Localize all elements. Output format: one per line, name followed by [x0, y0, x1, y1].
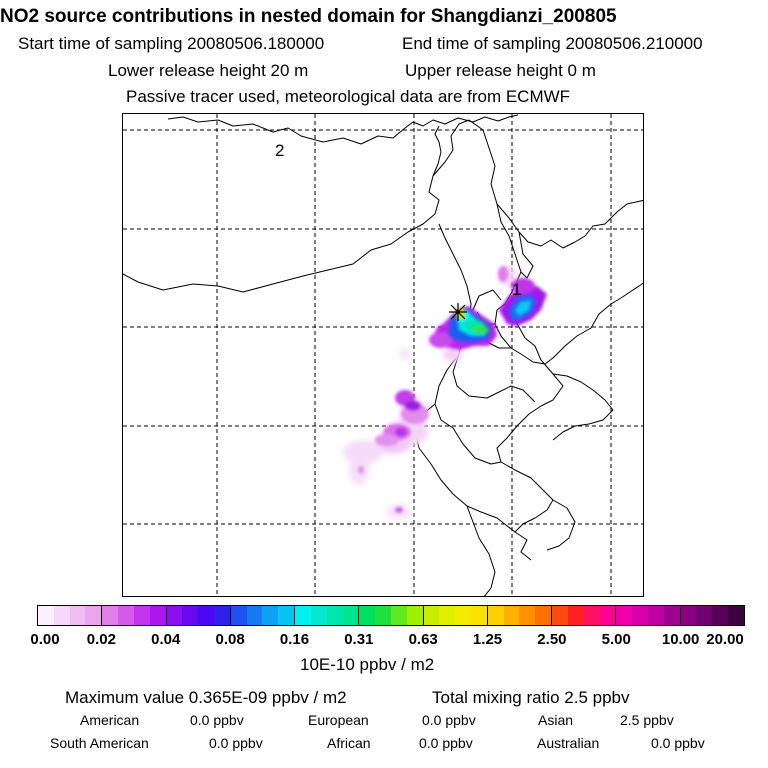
colorbar-swatch — [262, 606, 279, 625]
colorbar-tick-label: 5.00 — [601, 631, 631, 648]
colorbar-swatch — [118, 606, 134, 625]
map-label-2: 2 — [275, 141, 284, 160]
colorbar-tick-label: 0.02 — [86, 631, 116, 648]
region-value: 0.0 ppbv — [422, 712, 476, 728]
colorbar-swatch — [439, 606, 456, 625]
colorbar-swatch — [149, 606, 166, 625]
region-value: 0.0 ppbv — [190, 712, 244, 728]
colorbar-tick-label: 20.00 — [706, 631, 744, 648]
region-name: Australian — [537, 735, 600, 751]
concentration-plumes — [343, 266, 547, 520]
colorbar — [37, 605, 745, 626]
receptor-star-icon — [449, 303, 467, 321]
colorbar-tick-label: 2.50 — [537, 631, 567, 648]
region-value: 0.0 ppbv — [419, 735, 473, 751]
colorbar-segment — [552, 606, 617, 625]
colorbar-units: 10E-10 ppbv / m2 — [300, 655, 435, 674]
max-value: Maximum value 0.365E-09 ppbv / m2 — [65, 688, 347, 707]
colorbar-swatch — [616, 606, 633, 625]
colorbar-segment — [166, 606, 231, 625]
colorbar-swatch — [487, 606, 504, 625]
colorbar-swatch — [342, 606, 359, 625]
region-name: South American — [50, 735, 149, 751]
colorbar-swatch — [390, 606, 407, 625]
colorbar-swatch — [648, 606, 664, 625]
colorbar-swatch — [102, 606, 119, 625]
colorbar-swatch — [295, 606, 311, 625]
region-name: European — [308, 712, 369, 728]
colorbar-segment — [230, 606, 296, 625]
colorbar-swatch — [567, 606, 584, 625]
colorbar-swatch — [712, 606, 729, 625]
colorbar-swatch — [85, 606, 102, 625]
colorbar-tick-label: 0.16 — [279, 631, 310, 648]
colorbar-swatch — [535, 606, 552, 625]
region-value: 0.0 ppbv — [651, 735, 705, 751]
colorbar-swatch — [198, 606, 214, 625]
colorbar-swatch — [53, 606, 70, 625]
borders-coastlines — [123, 114, 643, 596]
colorbar-swatch — [599, 606, 616, 625]
colorbar-swatch — [680, 606, 697, 625]
region-name: African — [327, 735, 371, 751]
colorbar-swatch — [696, 606, 713, 625]
colorbar-tick-label: 1.25 — [472, 631, 503, 648]
colorbar-swatch — [519, 606, 536, 625]
colorbar-swatch — [133, 606, 150, 625]
colorbar-swatch — [552, 606, 568, 625]
colorbar-swatch — [213, 606, 230, 625]
region-name: Asian — [538, 712, 574, 728]
start-time: Start time of sampling 20080506.180000 — [18, 34, 325, 53]
tracer-note: Passive tracer used, meteorological data… — [126, 87, 571, 106]
lower-release-height: Lower release height 20 m — [108, 61, 309, 80]
colorbar-swatch — [583, 606, 600, 625]
colorbar-tick-label: 0.04 — [151, 631, 181, 648]
colorbar-swatch — [326, 606, 343, 625]
region-value: 0.0 ppbv — [209, 735, 263, 751]
colorbar-segment — [295, 606, 360, 625]
colorbar-swatch — [246, 606, 263, 625]
colorbar-swatch — [503, 606, 520, 625]
colorbar-swatch — [38, 606, 54, 625]
end-time: End time of sampling 20080506.210000 — [402, 34, 703, 53]
colorbar-swatch — [278, 606, 295, 625]
colorbar-segment — [680, 606, 744, 625]
colorbar-swatch — [69, 606, 86, 625]
total-mixing-ratio: Total mixing ratio 2.5 ppbv — [432, 688, 630, 707]
colorbar-tick-label: 10.00 — [661, 631, 700, 648]
colorbar-segment — [487, 606, 553, 625]
colorbar-swatch — [230, 606, 247, 625]
upper-release-height: Upper release height 0 m — [405, 61, 596, 80]
colorbar-segment — [102, 606, 167, 625]
lat-lon-grid — [123, 114, 643, 596]
colorbar-segment — [616, 606, 681, 625]
colorbar-segment — [359, 606, 424, 625]
colorbar-swatch — [166, 606, 183, 625]
plot-title: NO2 source contributions in nested domai… — [0, 6, 617, 27]
colorbar-swatch — [310, 606, 327, 625]
map-label-1: 1 — [512, 280, 521, 299]
colorbar-swatch — [182, 606, 199, 625]
colorbar-segment — [38, 606, 103, 625]
colorbar-swatch — [375, 606, 391, 625]
colorbar-tick-label: 0.31 — [344, 631, 374, 648]
colorbar-swatch — [632, 606, 649, 625]
colorbar-segment — [423, 606, 488, 625]
colorbar-swatch — [728, 606, 744, 625]
colorbar-swatch — [663, 606, 680, 625]
region-name: American — [80, 712, 140, 728]
colorbar-swatch — [406, 606, 423, 625]
colorbar-swatch — [359, 606, 376, 625]
map-canvas: 2 1 — [123, 114, 643, 596]
colorbar-tick-label: 0.00 — [30, 631, 60, 648]
colorbar-swatch — [423, 606, 440, 625]
region-value: 2.5 ppbv — [620, 712, 674, 728]
colorbar-tick-label: 0.08 — [215, 631, 245, 648]
colorbar-swatch — [455, 606, 472, 625]
map-panel: 2 1 — [122, 113, 644, 597]
colorbar-tick-label: 0.63 — [408, 631, 438, 648]
colorbar-swatch — [471, 606, 487, 625]
